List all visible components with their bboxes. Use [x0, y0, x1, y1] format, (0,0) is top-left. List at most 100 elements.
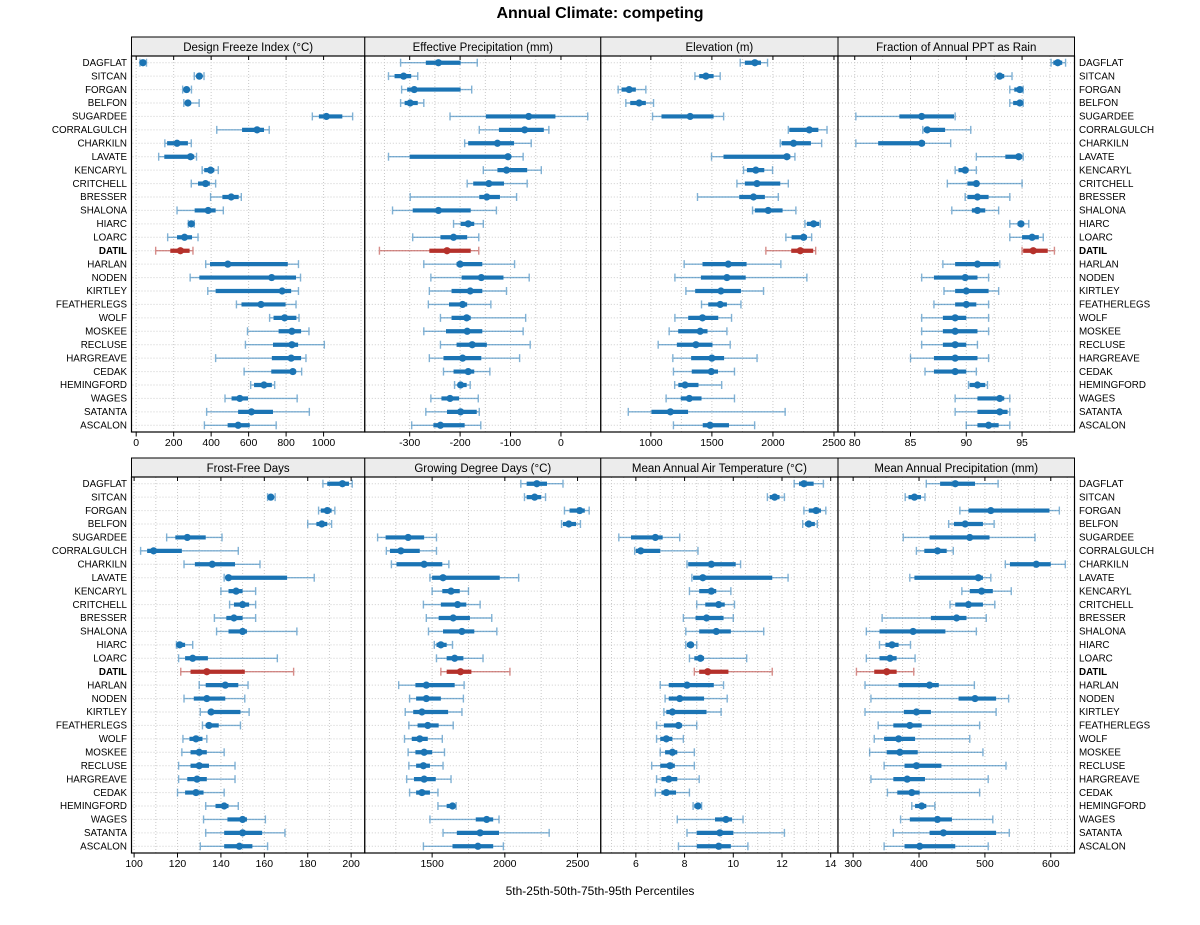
- station-label-right-hiarc: HIARC: [1079, 640, 1109, 651]
- percentile-row-recluse: [408, 761, 444, 770]
- percentile-row-forgan: [563, 506, 590, 515]
- percentile-row-satanta: [686, 828, 786, 837]
- percentile-row-hemingford: [673, 381, 723, 389]
- percentile-row-wolf: [182, 734, 208, 743]
- station-label-left-corralgulch: CORRALGULCH: [52, 546, 127, 557]
- station-labels-band-0: DAGFLAT DAGFLAT SITCAN SITCAN FORGAN FORGAN BE…: [52, 58, 1154, 432]
- station-label-right-bresser: BRESSER: [1079, 192, 1126, 203]
- median-dot: [239, 627, 247, 636]
- median-dot: [800, 480, 808, 488]
- percentile-row-critchell: [228, 600, 257, 609]
- median-dot: [456, 260, 464, 268]
- percentile-row-dagflat: [139, 58, 148, 67]
- station-label-right-kencaryl: KENCARYL: [1079, 165, 1132, 176]
- percentile-row-charkiln: [463, 139, 532, 148]
- median-dot: [961, 520, 969, 528]
- percentile-row-kencaryl: [431, 587, 470, 596]
- percentile-row-kencaryl: [954, 166, 978, 175]
- median-dot: [702, 72, 710, 80]
- panel-frost-free-days: Frost-Free Days 100 120 140 160 180 200: [125, 457, 366, 870]
- percentile-row-loarc: [166, 233, 199, 242]
- percentile-row-wolf: [439, 313, 527, 322]
- percentile-row-kencaryl: [688, 587, 732, 596]
- median-dot: [696, 654, 705, 662]
- median-dot: [182, 85, 191, 94]
- percentile-row-hemingford: [205, 802, 239, 810]
- percentile-row-lavate: [429, 573, 520, 582]
- median-dot: [565, 520, 573, 528]
- station-label-left-wolf: WOLF: [99, 734, 127, 745]
- station-label-left-bresser: BRESSER: [80, 613, 127, 624]
- median-dot: [996, 72, 1004, 80]
- percentile-row-kirtley: [685, 287, 765, 295]
- percentile-row-charkiln: [779, 139, 823, 148]
- station-label-right-noden: NODEN: [1079, 273, 1114, 284]
- panel-fraction-of-annual-ppt-as-rain: Fraction of Annual PPT as Rain 80 85 90 95: [837, 36, 1076, 449]
- median-dot: [771, 493, 779, 501]
- median-dot: [422, 694, 430, 703]
- median-dot: [912, 708, 920, 716]
- percentile-row-critchell: [736, 179, 790, 188]
- percentile-row-hargreave: [672, 354, 758, 363]
- station-label-left-charkiln: CHARKILN: [77, 138, 127, 149]
- percentile-row-hargreave: [214, 354, 307, 363]
- percentile-row-corralgulch: [633, 546, 699, 555]
- median-dot: [996, 394, 1004, 403]
- station-label-right-cedak: CEDAK: [1079, 367, 1113, 378]
- percentile-row-kirtley: [207, 287, 300, 295]
- median-dot: [483, 193, 491, 201]
- panel-plot-area: [600, 477, 838, 853]
- median-dot: [477, 273, 485, 282]
- station-label-right-bresser: BRESSER: [1079, 613, 1126, 624]
- station-label-left-datil: DATIL: [99, 667, 127, 678]
- median-dot: [1016, 85, 1024, 94]
- percentile-row-sugardee: [165, 533, 223, 542]
- median-dot: [483, 815, 491, 824]
- axis-tick-label: 85: [905, 437, 917, 449]
- percentile-row-datil: [855, 667, 915, 676]
- median-dot: [1029, 247, 1037, 255]
- percentile-row-charkiln: [686, 560, 742, 569]
- median-dot: [625, 85, 633, 94]
- percentile-row-kencaryl: [220, 587, 257, 596]
- percentile-row-sitcan: [766, 493, 786, 502]
- median-dot: [903, 775, 911, 783]
- percentile-row-kencaryl: [482, 166, 542, 175]
- percentile-row-moskee: [407, 748, 446, 757]
- percentile-row-shalona: [951, 206, 1000, 215]
- panel-plot-area: [838, 56, 1075, 432]
- median-dot: [724, 260, 732, 268]
- median-dot: [419, 762, 428, 770]
- percentile-row-featherlegs: [235, 300, 297, 309]
- percentile-row-moskee: [423, 327, 524, 336]
- percentile-row-loarc: [177, 654, 279, 663]
- axis-tick-label: 1500: [700, 437, 724, 449]
- median-dot: [451, 654, 459, 662]
- median-dot: [449, 614, 457, 622]
- median-dot: [683, 681, 691, 689]
- median-dot: [476, 829, 484, 837]
- median-dot: [933, 815, 942, 824]
- median-dot: [972, 179, 980, 188]
- percentile-row-shalona: [865, 627, 978, 636]
- median-dot: [459, 300, 467, 309]
- median-dot: [239, 829, 247, 837]
- station-label-right-lavate: LAVATE: [1079, 573, 1115, 584]
- median-dot: [437, 641, 445, 649]
- median-dot: [493, 139, 502, 147]
- axis-tick-label: 600: [1042, 858, 1060, 870]
- axis-tick-label: 0: [133, 437, 139, 449]
- station-label-left-satanta: SATANTA: [84, 828, 127, 839]
- row-guides: [132, 62, 364, 426]
- median-dot: [707, 560, 715, 568]
- axis-tick-label: 300: [844, 858, 862, 870]
- percentile-row-noden: [920, 273, 990, 282]
- median-dot: [420, 748, 428, 756]
- percentile-row-lavate: [710, 152, 796, 161]
- percentile-row-wages: [430, 394, 479, 403]
- median-dot: [404, 533, 412, 542]
- median-dot: [224, 260, 232, 268]
- median-dot: [466, 287, 474, 295]
- percentile-row-corralgulch: [478, 125, 550, 134]
- axis-tick-label: 2000: [493, 858, 517, 870]
